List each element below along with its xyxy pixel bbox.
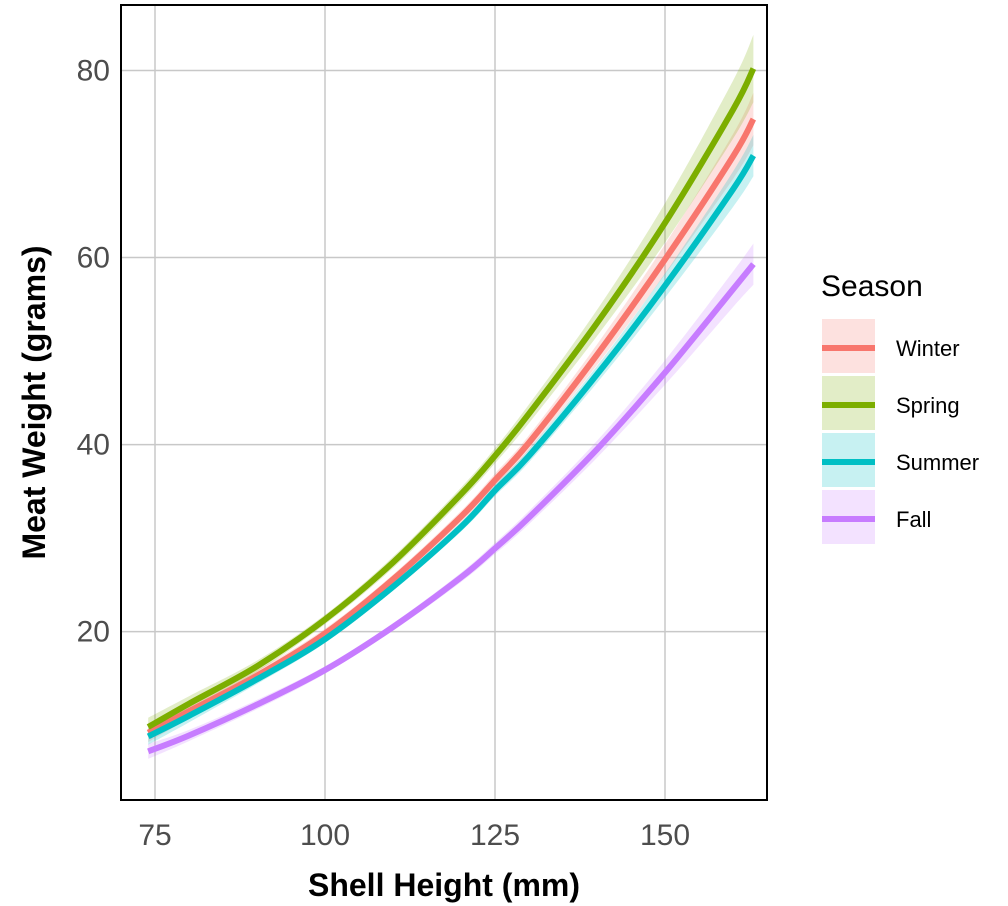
legend-label-fall: Fall — [896, 507, 931, 532]
legend-label-summer: Summer — [896, 450, 979, 475]
legend-label-winter: Winter — [896, 336, 960, 361]
y-tick-label: 20 — [77, 616, 110, 649]
legend: Season Winter Spring Summer Fall — [821, 270, 979, 544]
line-winter — [146, 117, 757, 736]
grid-lines — [121, 5, 767, 800]
y-axis-title: Meat Weight (grams) — [16, 245, 52, 559]
confidence-bands — [148, 34, 754, 759]
x-tick-label: 100 — [300, 819, 350, 852]
x-axis-title: Shell Height (mm) — [308, 867, 580, 903]
line-fall — [147, 262, 756, 755]
series-lines — [146, 67, 757, 755]
band-winter — [148, 92, 754, 742]
line-summer — [146, 154, 756, 740]
x-axis-ticks: 75 100 125 150 — [138, 819, 690, 852]
x-tick-label: 125 — [470, 819, 520, 852]
y-axis-ticks: 20 40 60 80 — [77, 54, 110, 648]
x-tick-label: 75 — [138, 819, 171, 852]
plot-panel-border — [120, 4, 768, 801]
y-tick-label: 40 — [77, 429, 110, 462]
x-tick-label: 150 — [640, 819, 690, 852]
legend-label-spring: Spring — [896, 393, 960, 418]
line-spring — [146, 67, 757, 730]
legend-title: Season — [821, 270, 923, 303]
y-tick-label: 60 — [77, 242, 110, 275]
y-tick-label: 80 — [77, 54, 110, 87]
